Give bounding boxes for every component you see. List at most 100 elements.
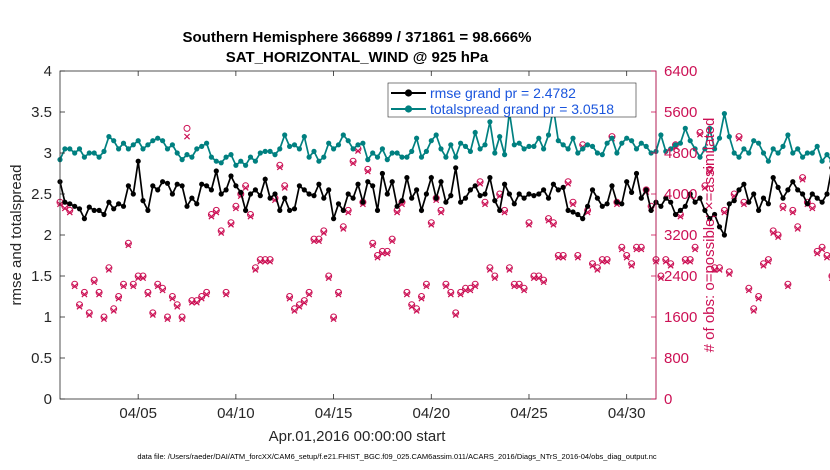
totalspread-point: [331, 146, 337, 152]
obs-possible-point: [212, 206, 220, 214]
obs-possible-point: [120, 280, 127, 288]
rmse-point: [321, 195, 327, 201]
totalspread-point: [218, 160, 224, 166]
rmse-point: [145, 207, 151, 213]
rmse-point: [477, 193, 483, 199]
rmse-point: [790, 179, 796, 185]
totalspread-point: [208, 154, 214, 160]
totalspread-point: [502, 152, 508, 158]
totalspread-point: [795, 146, 801, 152]
obs-assimilated-point: [696, 131, 703, 138]
totalspread-point: [238, 158, 244, 164]
rmse-point: [331, 216, 337, 222]
totalspread-point: [472, 129, 478, 136]
rmse-point: [409, 195, 415, 201]
obs-assimilated-point: [750, 307, 757, 314]
obs-possible-point: [85, 309, 93, 317]
obs-possible-point: [794, 223, 802, 231]
obs-assimilated-point: [247, 213, 254, 220]
obs-possible-point: [452, 309, 460, 317]
obs-assimilated-point: [286, 295, 293, 302]
totalspread-point: [638, 140, 644, 146]
obs-assimilated-point: [589, 262, 596, 269]
totalspread-point: [345, 138, 351, 144]
obs-assimilated-point: [594, 266, 601, 273]
rmse-point: [184, 203, 190, 209]
obs-assimilated-point: [120, 283, 127, 290]
rmse-point: [516, 191, 522, 197]
totalspread-point: [536, 135, 542, 141]
rmse-point: [257, 193, 263, 199]
rmse-point: [687, 191, 693, 197]
footer-datafile: data file: /Users/raeder/DAI/ATM_forcXX/…: [137, 452, 657, 461]
rmse-point: [594, 195, 601, 201]
rmse-point: [238, 189, 244, 195]
totalspread-point: [604, 140, 610, 146]
totalspread-point: [204, 140, 210, 146]
rmse-point: [301, 187, 307, 193]
obs-possible-point: [823, 252, 830, 259]
obs-assimilated-point: [281, 184, 288, 191]
obs-assimilated-point: [61, 205, 68, 212]
obs-assimilated-point: [789, 209, 796, 216]
obs-assimilated-point: [242, 184, 249, 191]
totalspread-point: [374, 154, 381, 160]
rmse-point: [804, 201, 811, 207]
rmse-point: [751, 191, 757, 197]
totalspread-point: [687, 138, 693, 144]
obs-assimilated-point: [354, 147, 362, 154]
obs-possible-point: [144, 288, 152, 296]
obs-assimilated-point: [135, 275, 142, 282]
totalspread-point: [809, 150, 815, 156]
rmse-point: [326, 187, 332, 193]
totalspread-point: [545, 132, 552, 138]
totalspread-point: [756, 140, 762, 146]
obs-assimilated-point: [755, 295, 762, 302]
totalspread-point: [257, 150, 263, 156]
obs-assimilated-point: [198, 295, 205, 302]
rmse-point: [472, 183, 478, 189]
x-tick-label: 04/10: [217, 405, 255, 422]
obs-possible-point: [95, 288, 103, 296]
totalspread-point: [404, 154, 410, 160]
obs-possible-point: [442, 280, 450, 288]
obs-possible-point: [486, 264, 494, 272]
rmse-point: [443, 199, 449, 205]
totalspread-point: [379, 146, 385, 152]
obs-assimilated-point: [521, 287, 528, 294]
obs-assimilated-point: [408, 303, 415, 310]
totalspread-point: [702, 146, 708, 152]
obs-assimilated-point: [638, 246, 645, 253]
legend-rmse-label: rmse grand pr = 2.4782: [430, 85, 576, 101]
obs-possible-point: [183, 124, 191, 132]
legend-spread-marker: [404, 105, 413, 113]
rmse-point: [526, 191, 532, 197]
obs-assimilated-point: [491, 275, 498, 282]
obs-assimilated-point: [320, 229, 327, 236]
rmse-point: [423, 191, 429, 197]
rmse-point: [795, 187, 801, 193]
totalspread-point: [585, 142, 591, 148]
totalspread-point: [497, 134, 503, 140]
obs-assimilated-point: [770, 229, 777, 236]
totalspread-point: [76, 146, 83, 152]
totalspread-point: [443, 154, 449, 160]
obs-possible-point: [110, 305, 118, 313]
totalspread-point: [594, 150, 601, 156]
rmse-point: [76, 206, 83, 212]
rmse-point: [428, 175, 434, 181]
totalspread-point: [277, 146, 283, 152]
totalspread-point: [213, 158, 219, 164]
totalspread-point: [726, 134, 732, 140]
obs-possible-point: [657, 272, 665, 280]
totalspread-point: [384, 157, 390, 163]
rmse-point: [106, 199, 112, 205]
totalspread-point: [189, 154, 195, 160]
totalspread-point: [179, 157, 185, 163]
totalspread-point: [296, 146, 302, 152]
obs-possible-point: [769, 227, 777, 235]
obs-assimilated-point: [369, 242, 376, 249]
obs-possible-point: [364, 165, 372, 173]
totalspread-point: [194, 146, 200, 152]
totalspread-point: [746, 150, 752, 156]
